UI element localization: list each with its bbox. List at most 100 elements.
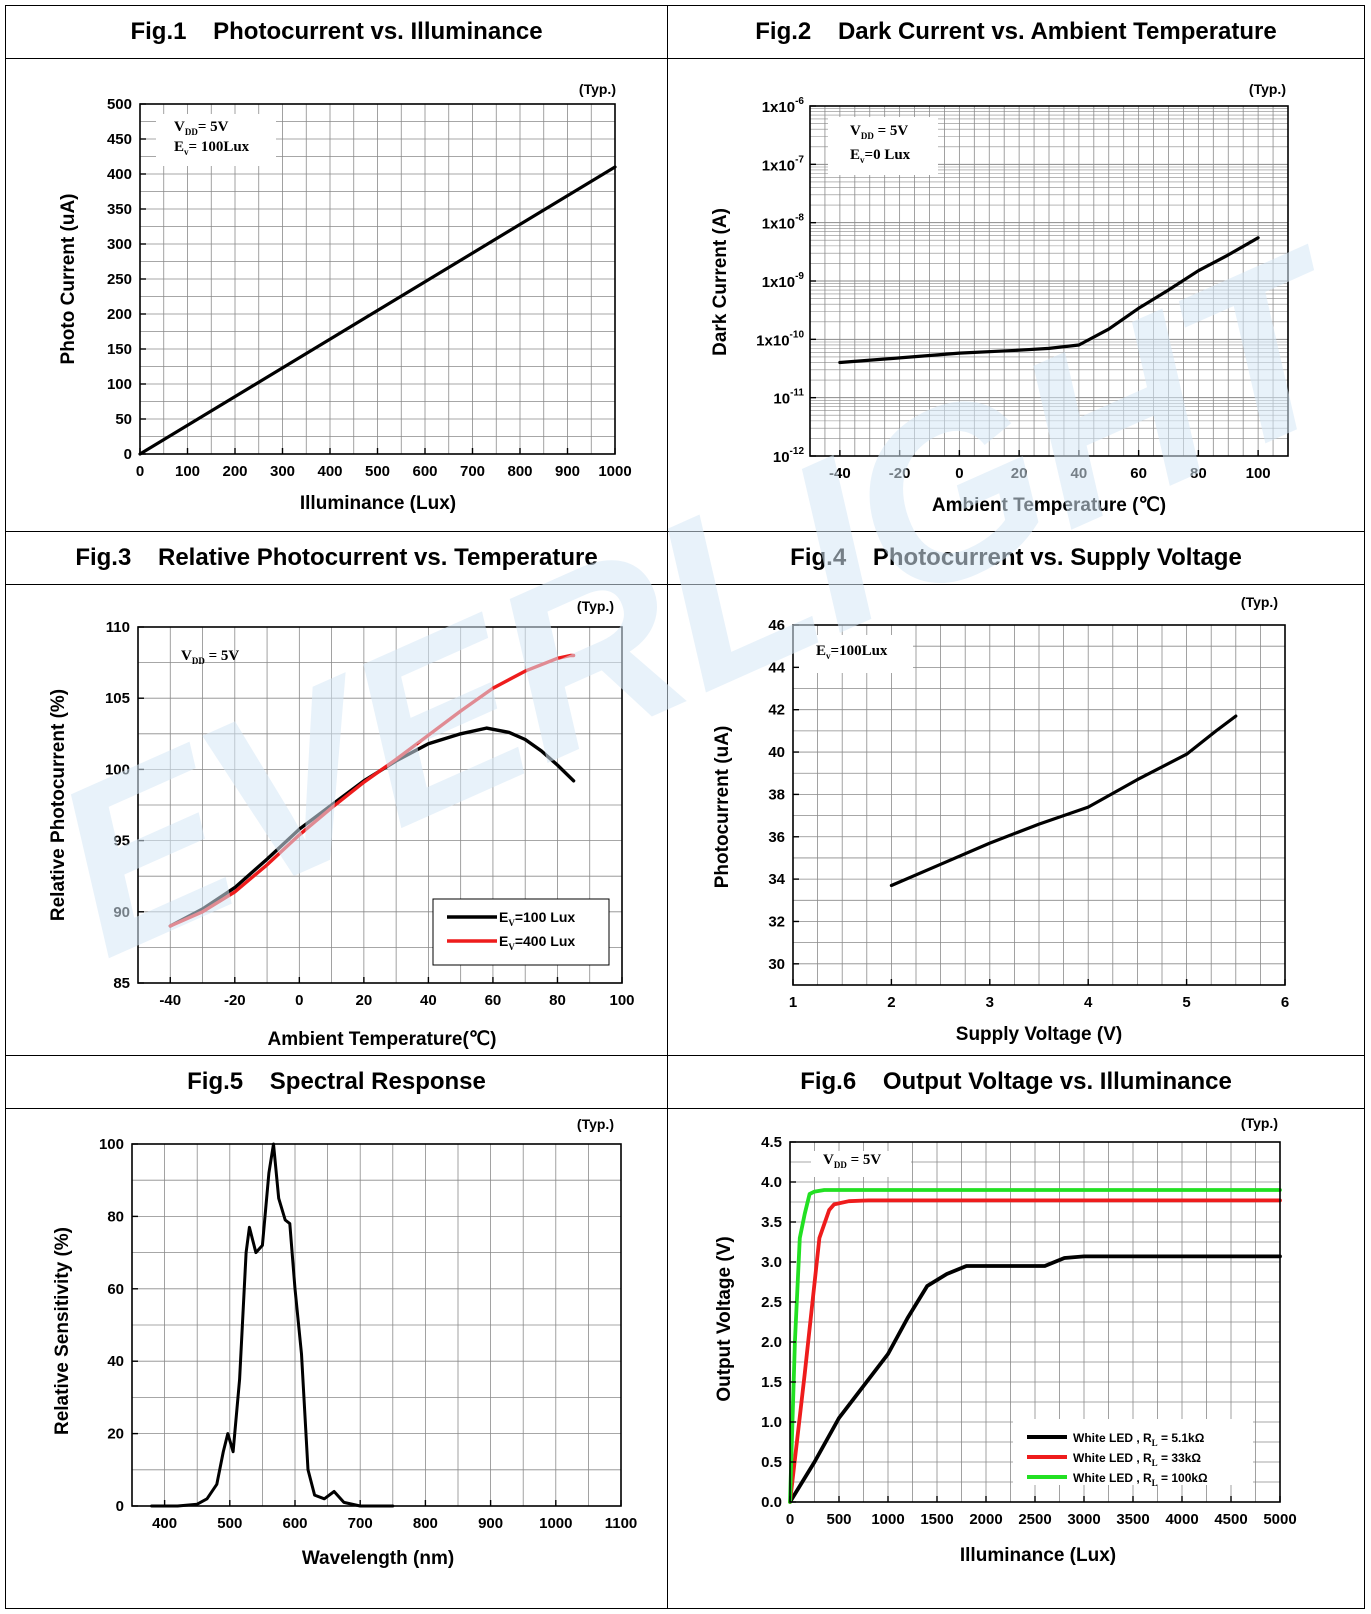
y-tick-label: 450 [107,131,132,148]
y-tick-label: 50 [115,411,132,428]
series-line-1 [138,165,617,456]
typ-label: (Typ.) [577,1116,614,1132]
typ-label: (Typ.) [1249,81,1286,97]
y-axis-label: Photocurrent (uA) [712,726,733,889]
plot-area [131,1142,622,1508]
plot-frame [131,1143,622,1507]
x-tick-label: 0 [295,992,303,1009]
annotation-box [156,114,276,166]
y-tick-label: 200 [107,306,132,323]
x-axis-label: Ambient Temperature(℃) [268,1029,497,1050]
y-tick-label: 110 [106,619,130,636]
y-tick-label: 1.0 [761,1414,782,1431]
figure-label: Fig.4 [790,544,847,571]
figure-caption: Photocurrent vs. Illuminance [213,18,543,45]
figure-title: Fig.5 Spectral Response [6,1056,667,1109]
y-tick-label: 100 [105,761,130,778]
y-tick-label: 0 [116,1498,124,1515]
x-tick-label: 5 [1182,994,1190,1011]
condition-annotation: VDD = 5V [181,648,239,666]
y-tick-label: 0.5 [761,1454,782,1471]
figure-panel-fig5: Fig.5 Spectral Response 400 500 600 700 800 9… [6,1056,668,1608]
y-tick-label: 20 [107,1426,124,1443]
x-axis-label: Illuminance (Lux) [300,493,456,514]
y-tick-label: 80 [107,1208,124,1225]
x-tick-label: 6 [1281,994,1289,1011]
y-tick-label: 36 [768,829,785,846]
x-tick-label: 0 [136,463,144,480]
legend-label: White LED , RL = 33kΩ [1073,1451,1201,1468]
x-tick-label: 2500 [1018,1511,1051,1528]
x-tick-label: 3500 [1116,1511,1149,1528]
figure-panel-fig1: Fig.1 Photocurrent vs. Illuminance 0 100 2… [6,6,668,532]
series-line-2 [168,653,576,928]
x-tick-label: 4000 [1165,1511,1198,1528]
chart-fig5: 400 500 600 700 800 900 1000 1100 0 20 40 60 80 100 Wa… [52,1116,638,1569]
x-tick-label: 20 [1011,465,1028,482]
x-tick-label: -40 [829,465,851,482]
legend-label: White LED , RL = 100kΩ [1073,1471,1208,1488]
x-tick-label: 1100 [605,1515,638,1532]
y-tick-label: 150 [107,341,132,358]
plot-area [138,103,617,456]
plot-area [809,105,1289,457]
y-axis-label: Photo Current (uA) [58,194,79,365]
y-axis-label: Relative Photocurrent (%) [48,689,69,921]
condition-annotation: VDD = 5V [823,1152,881,1170]
x-tick-label: 400 [317,463,342,480]
y-tick-label: 44 [768,659,785,676]
typ-label: (Typ.) [1241,594,1278,610]
figure-caption: Output Voltage vs. Illuminance [882,1068,1232,1095]
annotation-box [828,117,938,175]
y-axis-label: Output Voltage (V) [714,1236,735,1401]
series-line-1 [889,714,1238,888]
y-tick-label: 2.0 [761,1334,782,1351]
series-line-3 [788,1188,1282,1504]
figure-label: Fig.2 [755,18,812,45]
plot-frame [792,624,1286,986]
x-tick-label: 0 [955,465,963,482]
y-tick-label: 4.0 [761,1174,782,1191]
y-tick-label: 85 [113,975,130,992]
x-tick-label: 60 [485,992,502,1009]
y-tick-label: 500 [107,96,132,113]
series-line-2 [788,1198,1282,1504]
y-axis-label: Dark Current (A) [710,208,731,356]
x-tick-label: 100 [175,463,200,480]
legend: EV=100 Lux EV=400 Lux [432,898,610,966]
x-tick-label: 5000 [1263,1511,1296,1528]
y-tick-label: 1x10-6 [762,96,805,116]
x-tick-label: 400 [152,1515,177,1532]
chart-fig6: 0 500 1000 1500 2000 2500 3000 3500 4000 4500 5000… [714,1115,1297,1566]
typ-label: (Typ.) [577,598,614,614]
y-tick-label: 1x10-7 [762,154,805,174]
x-tick-label: 600 [412,463,437,480]
x-tick-label: -20 [889,465,911,482]
x-axis-label: Supply Voltage (V) [956,1024,1122,1045]
x-tick-label: 300 [270,463,295,480]
chart-fig2: -40 -20 0 20 40 60 80 100 10-12 10-11 1x10-10 1x10-… [710,81,1289,516]
grid-lines [792,624,1286,986]
x-tick-label: 700 [460,463,485,480]
y-tick-label: 3.0 [761,1254,782,1271]
x-tick-label: -20 [224,992,246,1009]
series-line-1 [168,726,576,928]
y-tick-label: 1.5 [761,1374,782,1391]
figure-label: Fig.6 [800,1068,857,1095]
y-tick-label: 100 [107,376,132,393]
x-tick-label: 900 [478,1515,503,1532]
figure-caption: Relative Photocurrent vs. Temperature [158,544,598,571]
figure-panel-fig6: Fig.6 Output Voltage vs. Illuminance 0 50… [668,1056,1364,1608]
y-tick-label: 42 [768,702,785,719]
annotation-box [811,1151,911,1177]
x-tick-label: 800 [413,1515,438,1532]
condition-annotation: Ev=0 Lux [850,147,911,165]
x-tick-label: 800 [507,463,532,480]
figure-title: Fig.3 Relative Photocurrent vs. Temperat… [6,532,667,585]
x-tick-label: 200 [222,463,247,480]
condition-annotation: VDD= 5V [174,119,229,137]
x-tick-label: 20 [356,992,373,1009]
y-tick-label: 4.5 [761,1134,782,1151]
condition-annotation: Ev= 100Lux [174,139,250,157]
y-tick-label: 30 [768,956,785,973]
